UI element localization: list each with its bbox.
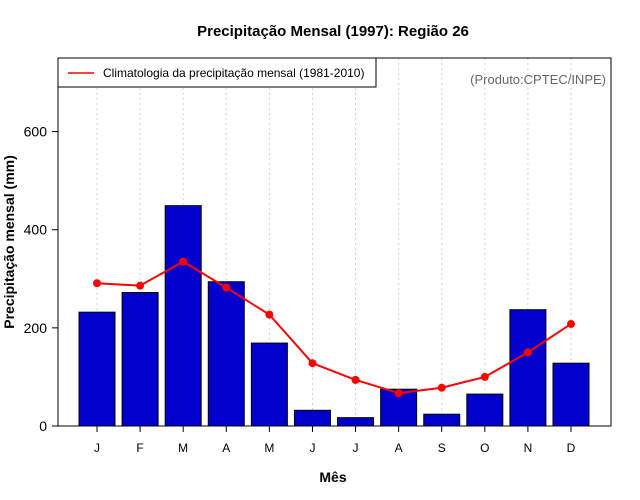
x-tick-label: J bbox=[94, 441, 100, 455]
chart-title: Precipitação Mensal (1997): Região 26 bbox=[197, 23, 469, 40]
bar bbox=[164, 205, 202, 427]
line-point bbox=[351, 375, 360, 384]
y-tick-label: 200 bbox=[24, 320, 48, 336]
line-point bbox=[308, 359, 317, 368]
bar bbox=[509, 309, 547, 427]
x-tick-label: M bbox=[178, 441, 188, 455]
line-point bbox=[265, 310, 274, 319]
line-point bbox=[222, 283, 231, 292]
bar bbox=[293, 409, 331, 427]
line-point bbox=[523, 348, 532, 357]
legend-entry: Climatologia da precipitação mensal (198… bbox=[103, 66, 364, 80]
x-axis-label: Mês bbox=[319, 469, 346, 485]
source-annotation: (Produto:CPTEC/INPE) bbox=[470, 72, 606, 87]
y-axis: 0 200 400 600 bbox=[24, 124, 58, 434]
y-tick-label: 600 bbox=[24, 124, 48, 140]
x-tick-label: J bbox=[309, 441, 315, 455]
bar bbox=[250, 342, 288, 427]
y-tick-label: 400 bbox=[24, 222, 48, 238]
x-tick-label: N bbox=[524, 441, 533, 455]
legend: Climatologia da precipitação mensal (198… bbox=[57, 57, 377, 88]
bar bbox=[423, 413, 461, 427]
x-tick-label: A bbox=[222, 441, 230, 455]
x-tick-label: D bbox=[567, 441, 576, 455]
bar bbox=[78, 311, 116, 427]
series-line bbox=[96, 260, 572, 395]
bar bbox=[466, 393, 504, 427]
x-tick-label: F bbox=[136, 441, 143, 455]
bar bbox=[337, 417, 375, 427]
bar-series bbox=[78, 205, 590, 427]
x-tick-label: O bbox=[480, 441, 489, 455]
x-tick-label: A bbox=[395, 441, 403, 455]
climatology-line-series bbox=[93, 257, 575, 398]
legend-box bbox=[57, 57, 377, 88]
bar bbox=[207, 281, 245, 427]
y-axis-label: Precipitação mensal (mm) bbox=[1, 155, 17, 329]
line-point bbox=[93, 279, 101, 288]
line-point bbox=[136, 281, 145, 290]
line-point bbox=[567, 319, 575, 328]
x-tick-label: M bbox=[264, 441, 274, 455]
x-tick-label: S bbox=[438, 441, 446, 455]
line-point bbox=[394, 389, 403, 398]
x-tick-label: J bbox=[353, 441, 359, 455]
line-point bbox=[480, 372, 489, 381]
line-point bbox=[179, 257, 188, 266]
y-tick-label: 0 bbox=[39, 418, 47, 434]
bar bbox=[121, 292, 159, 427]
bar bbox=[552, 362, 590, 427]
line-point bbox=[437, 383, 446, 392]
